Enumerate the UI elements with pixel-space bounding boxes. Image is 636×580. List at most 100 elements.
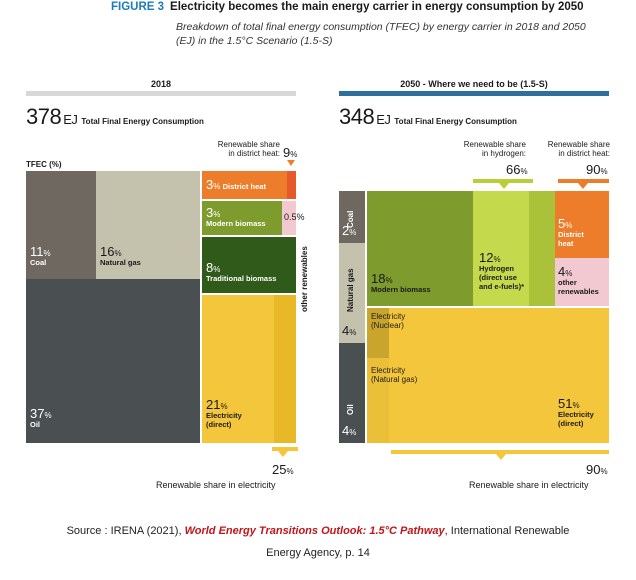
panel-title-2050: 2050 - Where we need to be (1.5-S) [400,79,548,89]
el-share-2018-num: 25 [272,462,287,477]
label-coal-2018: 11% Coal [30,245,51,267]
cell-dh-2050 [555,191,609,258]
mb-2018-sign: % [213,210,221,219]
total-2018-label: Total Final Energy Consumption [81,117,204,126]
el-share-2018-arrow [278,451,288,457]
cell-gas-2018 [96,171,200,279]
h2-share-2050-l2: in hydrogen: [481,149,526,158]
cell-or-2050 [555,258,609,306]
total-2018-unit: EJ [63,112,78,127]
label-or-2050: 4% other renewables [558,264,599,296]
total-2050-value: 348 [339,104,375,129]
el-2018-pct: 21 [206,397,221,412]
source-suffix: , International Renewable [444,525,570,537]
label-or-2018: 0.5% [284,212,305,222]
el-share-2050-label: Renewable share in electricity [469,480,589,490]
el-share-2050-pct: % [600,467,608,476]
el-2018-sign: % [220,402,228,411]
dh-share-2050-num: 90 [586,162,601,177]
el-2050-pct: 51 [558,396,573,411]
oil-2018-sign: % [44,411,52,420]
dh-2050-pct: 5 [558,216,566,231]
dh-share-2050-value: 90% [586,162,608,177]
coal-2018-name: Coal [30,258,47,267]
label-mb-2018: 3% Modern biomass [206,206,266,228]
h2-2050-l1: Hydrogen [479,264,515,273]
label-el-2018: 21% Electricity (direct) [206,397,242,429]
dh-share-2050-arrow [578,183,588,189]
cell-oil-2050 [339,343,365,443]
or-2050-pct: 4 [558,264,566,279]
gas-2050-side: Natural gas [346,268,355,312]
el-2018-name2: (direct) [206,420,232,429]
h2-share-2050-num: 66 [506,162,521,177]
label-tb-2018: 8% Traditional biomass [206,260,276,283]
label-mb-2050: 18% Modern biomass [371,272,431,294]
nuc-2050-l1: Electricity [371,312,406,321]
figure-title: FIGURE 3 Electricity becomes the main ene… [111,1,584,13]
dh-share-2050-label: Renewable share in district heat: [530,140,610,158]
coal-2050-pct: 2% [342,223,356,238]
el-2050-name: Electricity [558,410,594,419]
dh-share-2050-l1: Renewable share [547,140,610,149]
mb-2050-sign: % [385,276,393,285]
cell-el-2018 [202,295,274,443]
cell-el-renewable-2018 [274,295,296,443]
oil-2018-name: Oil [30,420,41,429]
dh-share-2018-label: Renewable share in district heat: [200,140,280,158]
label-dh-2050: 5% District heat [558,216,584,248]
h2-share-2050-arrow [499,183,509,189]
cell-tb-2018 [202,237,296,293]
source-prefix: Source : IRENA (2021), [66,525,185,537]
el-2050-sign: % [572,401,580,410]
dh-share-2018-l1: Renewable share [217,140,280,149]
dh-2050-l1: District [558,230,584,239]
panel-title-2018: 2018 [150,79,172,89]
cell-coal-2050 [339,191,365,243]
cell-or-2018 [282,201,296,235]
el-share-2018-bar [272,447,298,451]
source-title-link[interactable]: World Energy Transitions Outlook: 1.5°C … [184,525,445,537]
h2-2050-sign: % [493,255,501,264]
label-gas-2018: 16% Natural gas [100,245,141,267]
h2-share-2050-pct: % [520,167,528,176]
total-2018-value: 378 [26,104,62,129]
figure-title-text: Electricity becomes the main energy carr… [170,1,584,13]
cell-dh-2018 [202,171,287,199]
cell-nuc-2050 [367,308,389,358]
other-renewables-side-label: other renewables [300,246,309,312]
gas-2050-sign: % [349,328,357,337]
label-oil-2018: 37% Oil [30,407,52,429]
nuc-2050-l2: (Nuclear) [371,321,404,330]
source-line1: Source : IRENA (2021), World Energy Tran… [0,520,636,542]
coal-2018-sign: % [43,249,51,258]
mb-2018-name: Modern biomass [206,219,266,228]
label-h2-2050: 12% Hydrogen (direct use and e-fuels)* [479,251,524,291]
total-2018: 378 EJ Total Final Energy Consumption [26,104,204,130]
tb-2018-pct: 8 [206,260,214,275]
cell-mb-2050 [367,191,473,306]
cell-ng-el-2050 [367,358,389,443]
tfec-axis-label: TFEC (%) [26,160,62,169]
cell-h2-renewable-2050 [529,191,555,306]
gas-2050-num: 4 [342,323,350,338]
el-share-2050-bar [391,450,609,454]
dh-share-2050-pct: % [600,167,608,176]
label-ng-el-2050: Electricity (Natural gas) [371,366,417,384]
treemap-2050: 18% Modern biomass 12% Hydrogen (direct use… [339,191,609,443]
figure-label: FIGURE 3 [111,1,165,13]
cell-oil-2018 [26,279,200,443]
gas-2050-pct: 4% [342,323,356,338]
or-2050-l1: other [558,278,577,287]
dh-share-2018-value: 9% [283,145,297,160]
oil-2050-pct: 4% [342,423,356,438]
label-nuc-2050: Electricity (Nuclear) [371,312,405,330]
total-2050-label: Total Final Energy Consumption [394,117,517,126]
dh-share-2050-l2: in district heat: [558,149,610,158]
dh-share-2018-num: 9 [283,145,291,160]
coal-2050-sign: % [349,228,357,237]
el-share-2018-label: Renewable share in electricity [156,480,276,490]
cell-h2-2050 [473,191,529,306]
h2-share-2050-bar [473,179,533,183]
el-2050-name2: (direct) [558,419,584,428]
